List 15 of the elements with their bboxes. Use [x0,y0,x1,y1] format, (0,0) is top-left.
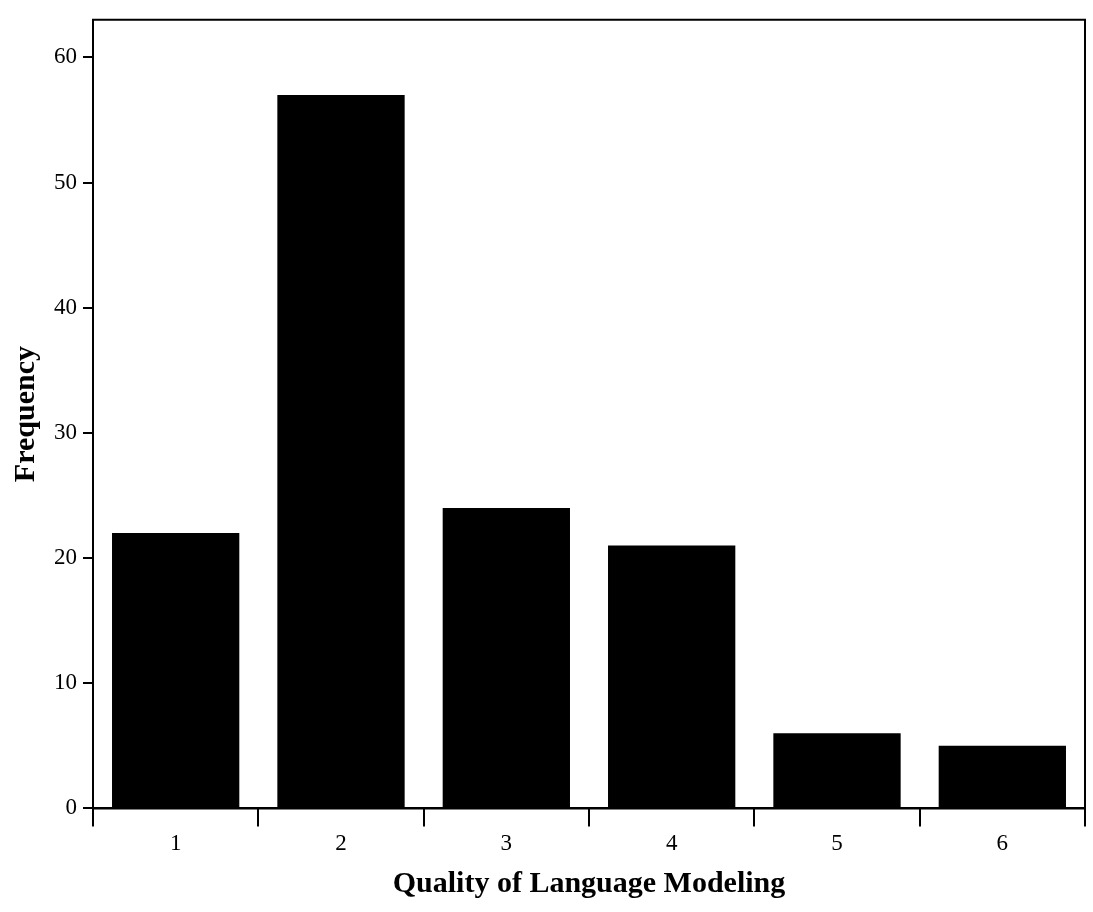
x-tick-label: 4 [665,830,678,856]
y-tick-label: 20 [54,544,77,570]
y-tick-label: 30 [54,418,77,444]
y-tick-label: 60 [54,43,77,69]
x-tick-label: 2 [335,830,347,856]
y-axis-title: Frequency [6,346,40,483]
x-tick-label: 5 [831,830,843,856]
x-axis-title: Quality of Language Modeling [392,864,786,898]
y-tick-label: 50 [54,168,77,194]
x-tick-label: 1 [169,830,182,856]
y-tick-label: 10 [54,669,77,695]
y-tick-label: 40 [54,293,77,319]
y-tick-label: 0 [65,794,77,820]
x-tick-label: 6 [996,830,1009,856]
x-tick-label: 3 [500,830,513,856]
